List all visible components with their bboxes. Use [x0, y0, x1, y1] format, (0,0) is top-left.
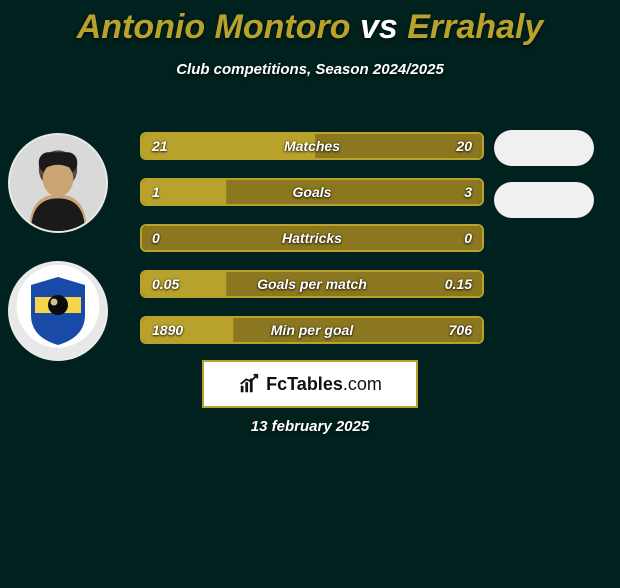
thumbnail-column [494, 130, 602, 234]
stat-bar: 1890706Min per goal [140, 316, 484, 344]
stat-bar: 00Hattricks [140, 224, 484, 252]
player1-name: Antonio Montoro [77, 8, 351, 46]
subtitle: Club competitions, Season 2024/2025 [0, 61, 620, 78]
bar-chart-up-icon [238, 373, 260, 395]
branding-box: FcTables.com [202, 360, 418, 408]
branding-text: FcTables.com [266, 374, 382, 395]
person-icon [10, 135, 106, 231]
stat-bars: 2120Matches 13Goals 00Hattricks 0.050.15Goa… [140, 132, 484, 362]
stat-label: Hattricks [142, 230, 482, 246]
brand-tail: .com [343, 374, 382, 394]
stat-label: Goals per match [142, 276, 482, 292]
stat-label: Matches [142, 138, 482, 154]
player2-name: Errahaly [407, 8, 543, 46]
stat-label: Min per goal [142, 322, 482, 338]
avatar-column [8, 133, 112, 361]
shield-icon [27, 275, 89, 347]
stat-bar: 0.050.15Goals per match [140, 270, 484, 298]
stat-bar: 2120Matches [140, 132, 484, 160]
stat-bar: 13Goals [140, 178, 484, 206]
vs-text: vs [360, 8, 398, 46]
brand-bold: FcTables [266, 374, 343, 394]
player2-thumbnail [494, 182, 594, 218]
player1-thumbnail [494, 130, 594, 166]
stat-label: Goals [142, 184, 482, 200]
date-label: 13 february 2025 [0, 418, 620, 435]
club-badge [8, 261, 108, 361]
player-avatar [8, 133, 108, 233]
comparison-title: Antonio Montoro vs Errahaly [0, 8, 620, 47]
